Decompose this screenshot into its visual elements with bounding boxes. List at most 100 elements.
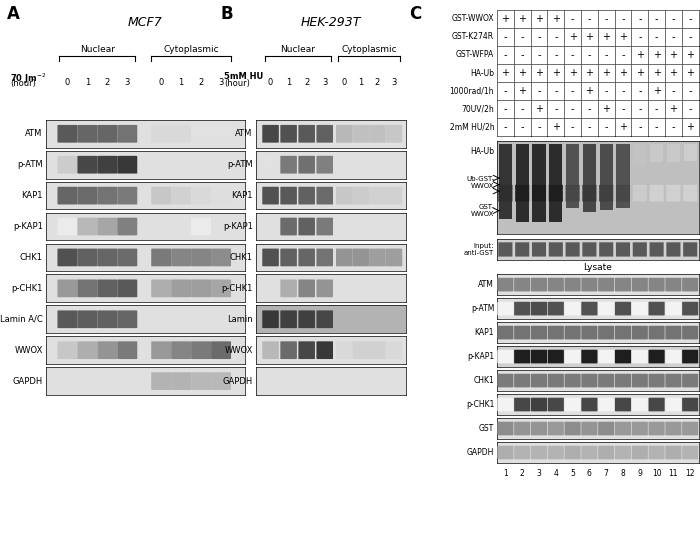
FancyBboxPatch shape [369, 125, 386, 143]
Text: HEK-293T: HEK-293T [300, 16, 361, 29]
Text: Ub-GST-
WWOX: Ub-GST- WWOX [466, 176, 494, 189]
FancyBboxPatch shape [172, 187, 191, 205]
Text: +: + [518, 14, 526, 23]
FancyBboxPatch shape [57, 217, 78, 236]
Text: p-KAP1: p-KAP1 [13, 222, 43, 231]
FancyBboxPatch shape [665, 302, 682, 316]
Text: +: + [602, 68, 610, 78]
FancyBboxPatch shape [598, 278, 615, 292]
Text: -: - [538, 123, 540, 132]
Text: -: - [654, 14, 658, 23]
FancyBboxPatch shape [549, 243, 563, 256]
FancyBboxPatch shape [262, 187, 279, 205]
Text: 5: 5 [570, 469, 575, 478]
Text: WWOX: WWOX [14, 346, 43, 354]
Text: p-KAP1: p-KAP1 [467, 352, 494, 361]
Text: +: + [501, 14, 510, 23]
FancyBboxPatch shape [316, 217, 333, 236]
FancyBboxPatch shape [683, 185, 697, 190]
Text: 0: 0 [268, 78, 273, 87]
FancyBboxPatch shape [566, 243, 580, 256]
FancyBboxPatch shape [532, 185, 546, 190]
Text: +: + [619, 32, 627, 42]
FancyBboxPatch shape [78, 187, 97, 205]
FancyBboxPatch shape [78, 217, 97, 236]
FancyBboxPatch shape [682, 374, 699, 387]
FancyBboxPatch shape [615, 422, 631, 435]
FancyBboxPatch shape [172, 279, 191, 297]
FancyBboxPatch shape [298, 156, 315, 174]
FancyBboxPatch shape [666, 185, 680, 190]
FancyBboxPatch shape [599, 243, 613, 256]
Text: +: + [585, 68, 594, 78]
FancyBboxPatch shape [57, 279, 78, 297]
Text: Nuclear: Nuclear [80, 45, 115, 54]
FancyBboxPatch shape [336, 341, 353, 359]
FancyBboxPatch shape [514, 422, 531, 435]
FancyBboxPatch shape [598, 302, 615, 316]
FancyBboxPatch shape [631, 422, 648, 435]
Text: -: - [622, 14, 624, 23]
FancyBboxPatch shape [682, 422, 699, 435]
FancyBboxPatch shape [151, 125, 172, 143]
FancyBboxPatch shape [615, 398, 631, 411]
Text: 0: 0 [342, 78, 347, 87]
Text: -: - [503, 32, 507, 42]
FancyBboxPatch shape [665, 422, 682, 435]
FancyBboxPatch shape [262, 310, 279, 328]
FancyBboxPatch shape [97, 279, 118, 297]
Text: KAP1: KAP1 [475, 328, 494, 337]
Text: -: - [672, 14, 675, 23]
Text: +: + [552, 123, 560, 132]
FancyBboxPatch shape [316, 125, 333, 143]
Text: Nuclear: Nuclear [280, 45, 315, 54]
FancyBboxPatch shape [615, 278, 631, 292]
FancyBboxPatch shape [369, 248, 386, 266]
Text: +: + [602, 32, 610, 42]
Text: KAP1: KAP1 [231, 191, 253, 200]
Text: -: - [503, 123, 507, 132]
FancyBboxPatch shape [581, 302, 598, 316]
FancyBboxPatch shape [78, 279, 97, 297]
Text: -: - [622, 86, 624, 96]
FancyBboxPatch shape [316, 187, 333, 205]
FancyBboxPatch shape [151, 341, 172, 359]
FancyBboxPatch shape [666, 190, 680, 196]
Text: p-CHK1: p-CHK1 [221, 284, 253, 293]
FancyBboxPatch shape [172, 125, 191, 143]
FancyBboxPatch shape [665, 326, 682, 340]
Text: p-CHK1: p-CHK1 [11, 284, 43, 293]
Text: -: - [638, 32, 641, 42]
FancyBboxPatch shape [118, 310, 137, 328]
FancyBboxPatch shape [191, 125, 211, 143]
Text: -: - [638, 86, 641, 96]
FancyBboxPatch shape [683, 243, 697, 256]
FancyBboxPatch shape [57, 341, 78, 359]
FancyBboxPatch shape [582, 243, 596, 256]
FancyBboxPatch shape [211, 372, 231, 390]
Text: 11: 11 [668, 469, 678, 478]
Text: 2mM HU/2h: 2mM HU/2h [449, 123, 494, 132]
FancyBboxPatch shape [191, 217, 211, 236]
FancyBboxPatch shape [191, 279, 211, 297]
FancyBboxPatch shape [262, 341, 279, 359]
Text: GST-
WWOX: GST- WWOX [471, 204, 494, 217]
Text: GST-WWOX: GST-WWOX [452, 14, 494, 23]
Text: WWOX: WWOX [224, 346, 253, 354]
Text: 1: 1 [503, 469, 507, 478]
FancyBboxPatch shape [666, 243, 680, 256]
FancyBboxPatch shape [151, 372, 172, 390]
FancyBboxPatch shape [581, 446, 598, 459]
FancyBboxPatch shape [582, 143, 596, 212]
FancyBboxPatch shape [581, 350, 598, 364]
FancyBboxPatch shape [564, 326, 581, 340]
FancyBboxPatch shape [547, 374, 564, 387]
Text: +: + [652, 50, 661, 60]
FancyBboxPatch shape [280, 341, 297, 359]
Text: -: - [638, 123, 641, 132]
Text: -: - [587, 14, 591, 23]
FancyBboxPatch shape [497, 422, 514, 435]
Text: HA-Ub: HA-Ub [470, 69, 494, 77]
FancyBboxPatch shape [598, 326, 615, 340]
Text: -: - [605, 123, 608, 132]
